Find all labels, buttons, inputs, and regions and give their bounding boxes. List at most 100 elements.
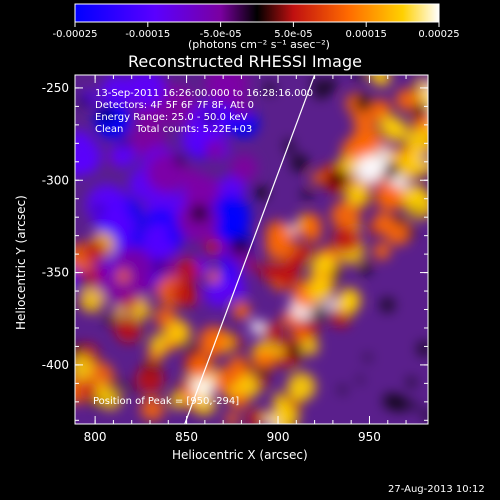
colorbar-tick-label: -0.00025	[53, 29, 98, 40]
heatmap-cell	[115, 316, 142, 343]
heatmap-cell	[110, 142, 136, 168]
heatmap-cell	[273, 345, 286, 358]
heatmap-cell	[437, 70, 448, 81]
colorbar: -0.00025 -0.00015 -5.0e-05 5.0e-05 0.00015 0.…	[53, 3, 460, 40]
heatmap-cell	[432, 98, 462, 128]
heatmap-cell	[372, 75, 391, 87]
heatmap-cell	[135, 365, 164, 394]
heatmap-cell	[330, 200, 361, 231]
heatmap-cell	[397, 153, 424, 180]
heatmap-cell	[253, 349, 276, 373]
heatmap-cell	[75, 154, 88, 178]
heatmap-cell	[292, 326, 309, 343]
annotation-detectors: Detectors: 4F 5F 6F 7F 8F, Att 0	[95, 100, 255, 111]
heatmap-cell	[287, 343, 303, 359]
heatmap-cell	[382, 393, 400, 410]
peak-position-label: Position of Peak = [950,-294]	[93, 396, 240, 407]
heatmap-cell	[218, 174, 246, 202]
annotation-time: 13-Sep-2011 16:26:00.000 to 16:28:16.000	[95, 88, 314, 99]
heatmap-cell	[181, 168, 201, 188]
colorbar-gradient	[74, 3, 440, 23]
colorbar-tick-label: -5.0e-05	[200, 29, 242, 40]
heatmap-cell	[306, 275, 334, 303]
heatmap-cell	[252, 184, 268, 200]
heatmap-cell	[149, 333, 171, 355]
heatmap-cell	[86, 239, 107, 260]
solar-limb-line	[184, 75, 316, 424]
heatmap-cell	[154, 260, 165, 271]
heatmap-cell	[174, 154, 185, 166]
heatmap-cell	[300, 337, 319, 356]
heatmap-cell	[170, 281, 196, 306]
heatmap-cell	[79, 95, 91, 107]
heatmap-cell	[332, 225, 361, 254]
heatmap-cell	[394, 215, 405, 226]
heatmap-cell	[126, 384, 135, 393]
colorbar-tick-label: 5.0e-05	[274, 29, 312, 40]
heatmap-cell	[116, 269, 130, 283]
heatmap-cell	[247, 260, 259, 272]
heatmap-cell	[354, 94, 372, 112]
heatmap-cell	[207, 270, 221, 284]
colorbar-tick-label: -0.00015	[125, 29, 170, 40]
colorbar-units: (photons cm⁻² s⁻¹ asec⁻²)	[188, 38, 330, 51]
heatmap-cell	[204, 75, 249, 106]
heatmap-cell	[358, 261, 372, 275]
heatmap-cell	[174, 257, 201, 285]
heatmap-cell	[274, 262, 300, 288]
heatmap-cell	[230, 154, 258, 182]
heatmap-cell	[425, 414, 428, 422]
heatmap-cell	[126, 75, 166, 108]
heatmap-cell	[384, 162, 400, 179]
heatmap-cell	[413, 206, 422, 215]
heatmap-cell	[261, 321, 284, 344]
colorbar-tick-label: 0.00015	[346, 29, 387, 40]
footer-timestamp: 27-Aug-2013 10:12	[388, 484, 485, 495]
heatmap-cell	[332, 169, 349, 186]
heatmap-cell	[291, 154, 309, 172]
heatmap-cell	[435, 126, 449, 140]
heatmap-cell	[230, 98, 251, 119]
heatmap-cell	[111, 247, 155, 291]
y-axis-label: Heliocentric Y (arcsec)	[14, 195, 28, 330]
heatmap-cell	[265, 231, 295, 261]
y-tick-label: -300	[42, 173, 69, 187]
heatmap-cell	[286, 146, 295, 155]
heatmap-cell	[140, 396, 165, 421]
annotation-energy: Energy Range: 25.0 - 50.0 keV	[95, 112, 248, 123]
heatmap-cell	[205, 237, 224, 256]
heatmap-cell	[311, 172, 323, 184]
heatmap-cell	[406, 228, 416, 239]
heatmap-cell	[384, 118, 409, 143]
heatmap-cell	[395, 88, 419, 112]
heatmap-cell	[377, 151, 384, 158]
heatmap-cell	[104, 314, 115, 325]
heatmap-cell	[435, 72, 452, 89]
heatmap-cell	[113, 306, 126, 319]
heatmap-cell	[337, 292, 360, 315]
heatmap-cell	[120, 138, 130, 147]
heatmap-cell	[231, 236, 250, 255]
heatmap-cell	[372, 211, 396, 235]
heatmap-cell	[229, 355, 247, 373]
heatmap-cell	[84, 268, 101, 285]
heatmap-cell	[327, 299, 339, 310]
heatmap-cell	[230, 391, 249, 409]
x-tick-label: 950	[358, 430, 381, 444]
annotation-clean: Clean Total counts: 5.22E+03	[95, 124, 253, 135]
y-tick-label: -250	[42, 81, 69, 95]
heatmap-cell	[250, 319, 265, 335]
heatmap-cell	[330, 268, 342, 280]
heatmap-cell	[355, 155, 384, 184]
heatmap-cell	[416, 341, 428, 357]
heatmap-cell	[405, 128, 428, 156]
heatmap-cell	[75, 354, 95, 380]
heatmap-cell	[316, 254, 333, 270]
heatmap-cell	[323, 78, 337, 92]
heatmap-cell	[189, 343, 199, 354]
heatmap-cell	[301, 213, 322, 234]
heatmap-cell	[272, 398, 290, 415]
heatmap-cell	[413, 103, 428, 118]
x-axis-label: Heliocentric X (arcsec)	[172, 448, 308, 462]
